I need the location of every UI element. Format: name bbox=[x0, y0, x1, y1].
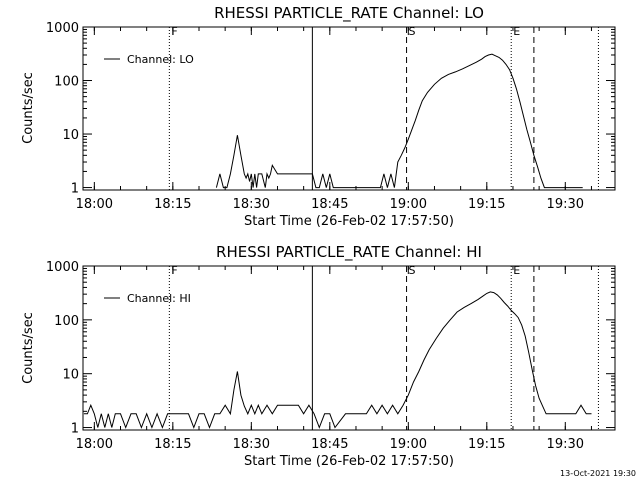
y-ticks-hi: 1 10 100 1000 bbox=[46, 260, 615, 437]
x-tick-label: 18:00 bbox=[76, 437, 113, 452]
y-tick-label: 1 bbox=[71, 422, 79, 437]
legend-hi: Channel: HI bbox=[104, 292, 191, 305]
x-tick-label: 19:00 bbox=[390, 197, 427, 212]
y-ticks-lo: 1 10 100 1000 bbox=[46, 21, 615, 197]
x-axis-label-lo: Start Time (26-Feb-02 17:57:50) bbox=[244, 214, 454, 229]
y-axis-label-lo: Counts/sec bbox=[21, 72, 36, 144]
y-axis-label-hi: Counts/sec bbox=[21, 312, 36, 384]
chart-title-hi: RHESSI PARTICLE_RATE Channel: HI bbox=[216, 243, 482, 262]
chart-panel-lo: RHESSI PARTICLE_RATE Channel: LO Counts/… bbox=[21, 4, 616, 229]
plot-frame-hi bbox=[82, 265, 616, 431]
legend-label-hi: Channel: HI bbox=[127, 292, 191, 305]
x-tick-label: 18:00 bbox=[76, 197, 113, 212]
event-marker-label: S bbox=[409, 264, 416, 277]
event-marker-label: F bbox=[171, 25, 177, 38]
x-tick-label: 19:00 bbox=[390, 437, 427, 452]
chart-panel-hi: RHESSI PARTICLE_RATE Channel: HI Counts/… bbox=[21, 243, 616, 469]
legend-lo: Channel: LO bbox=[104, 53, 194, 66]
x-ticks-hi: 18:00 18:15 18:30 18:45 19:00 19:15 19:30 bbox=[76, 266, 592, 452]
x-tick-label: 18:15 bbox=[154, 437, 191, 452]
y-tick-label: 1000 bbox=[46, 21, 79, 36]
y-tick-label: 1000 bbox=[46, 260, 79, 275]
event-marker-label: F bbox=[171, 264, 177, 277]
legend-label-lo: Channel: LO bbox=[127, 53, 194, 66]
series-line-lo bbox=[215, 53, 583, 189]
x-tick-label: 19:30 bbox=[547, 197, 584, 212]
x-tick-label: 19:15 bbox=[468, 197, 505, 212]
y-tick-label: 1 bbox=[71, 182, 79, 197]
series-line-hi bbox=[83, 291, 592, 429]
y-tick-label: 100 bbox=[54, 75, 79, 90]
footer-timestamp: 13-Oct-2021 19:30 bbox=[560, 469, 636, 478]
y-tick-label: 10 bbox=[62, 368, 79, 383]
chart-title-lo: RHESSI PARTICLE_RATE Channel: LO bbox=[214, 4, 484, 23]
x-tick-label: 18:15 bbox=[154, 197, 191, 212]
event-marker-label: E bbox=[513, 25, 520, 38]
y-tick-label: 100 bbox=[54, 314, 79, 329]
x-tick-label: 18:30 bbox=[233, 197, 270, 212]
plot-frame-lo bbox=[82, 26, 616, 191]
event-marker-label: E bbox=[513, 264, 520, 277]
y-tick-label: 10 bbox=[62, 128, 79, 143]
x-axis-label-hi: Start Time (26-Feb-02 17:57:50) bbox=[244, 454, 454, 469]
x-tick-label: 19:30 bbox=[547, 437, 584, 452]
x-tick-label: 18:45 bbox=[311, 197, 348, 212]
x-tick-label: 18:30 bbox=[233, 437, 270, 452]
event-marker-label: S bbox=[409, 25, 416, 38]
x-ticks-lo: 18:00 18:15 18:30 18:45 19:00 19:15 19:30 bbox=[76, 27, 592, 212]
x-tick-label: 19:15 bbox=[468, 437, 505, 452]
x-tick-label: 18:45 bbox=[311, 437, 348, 452]
